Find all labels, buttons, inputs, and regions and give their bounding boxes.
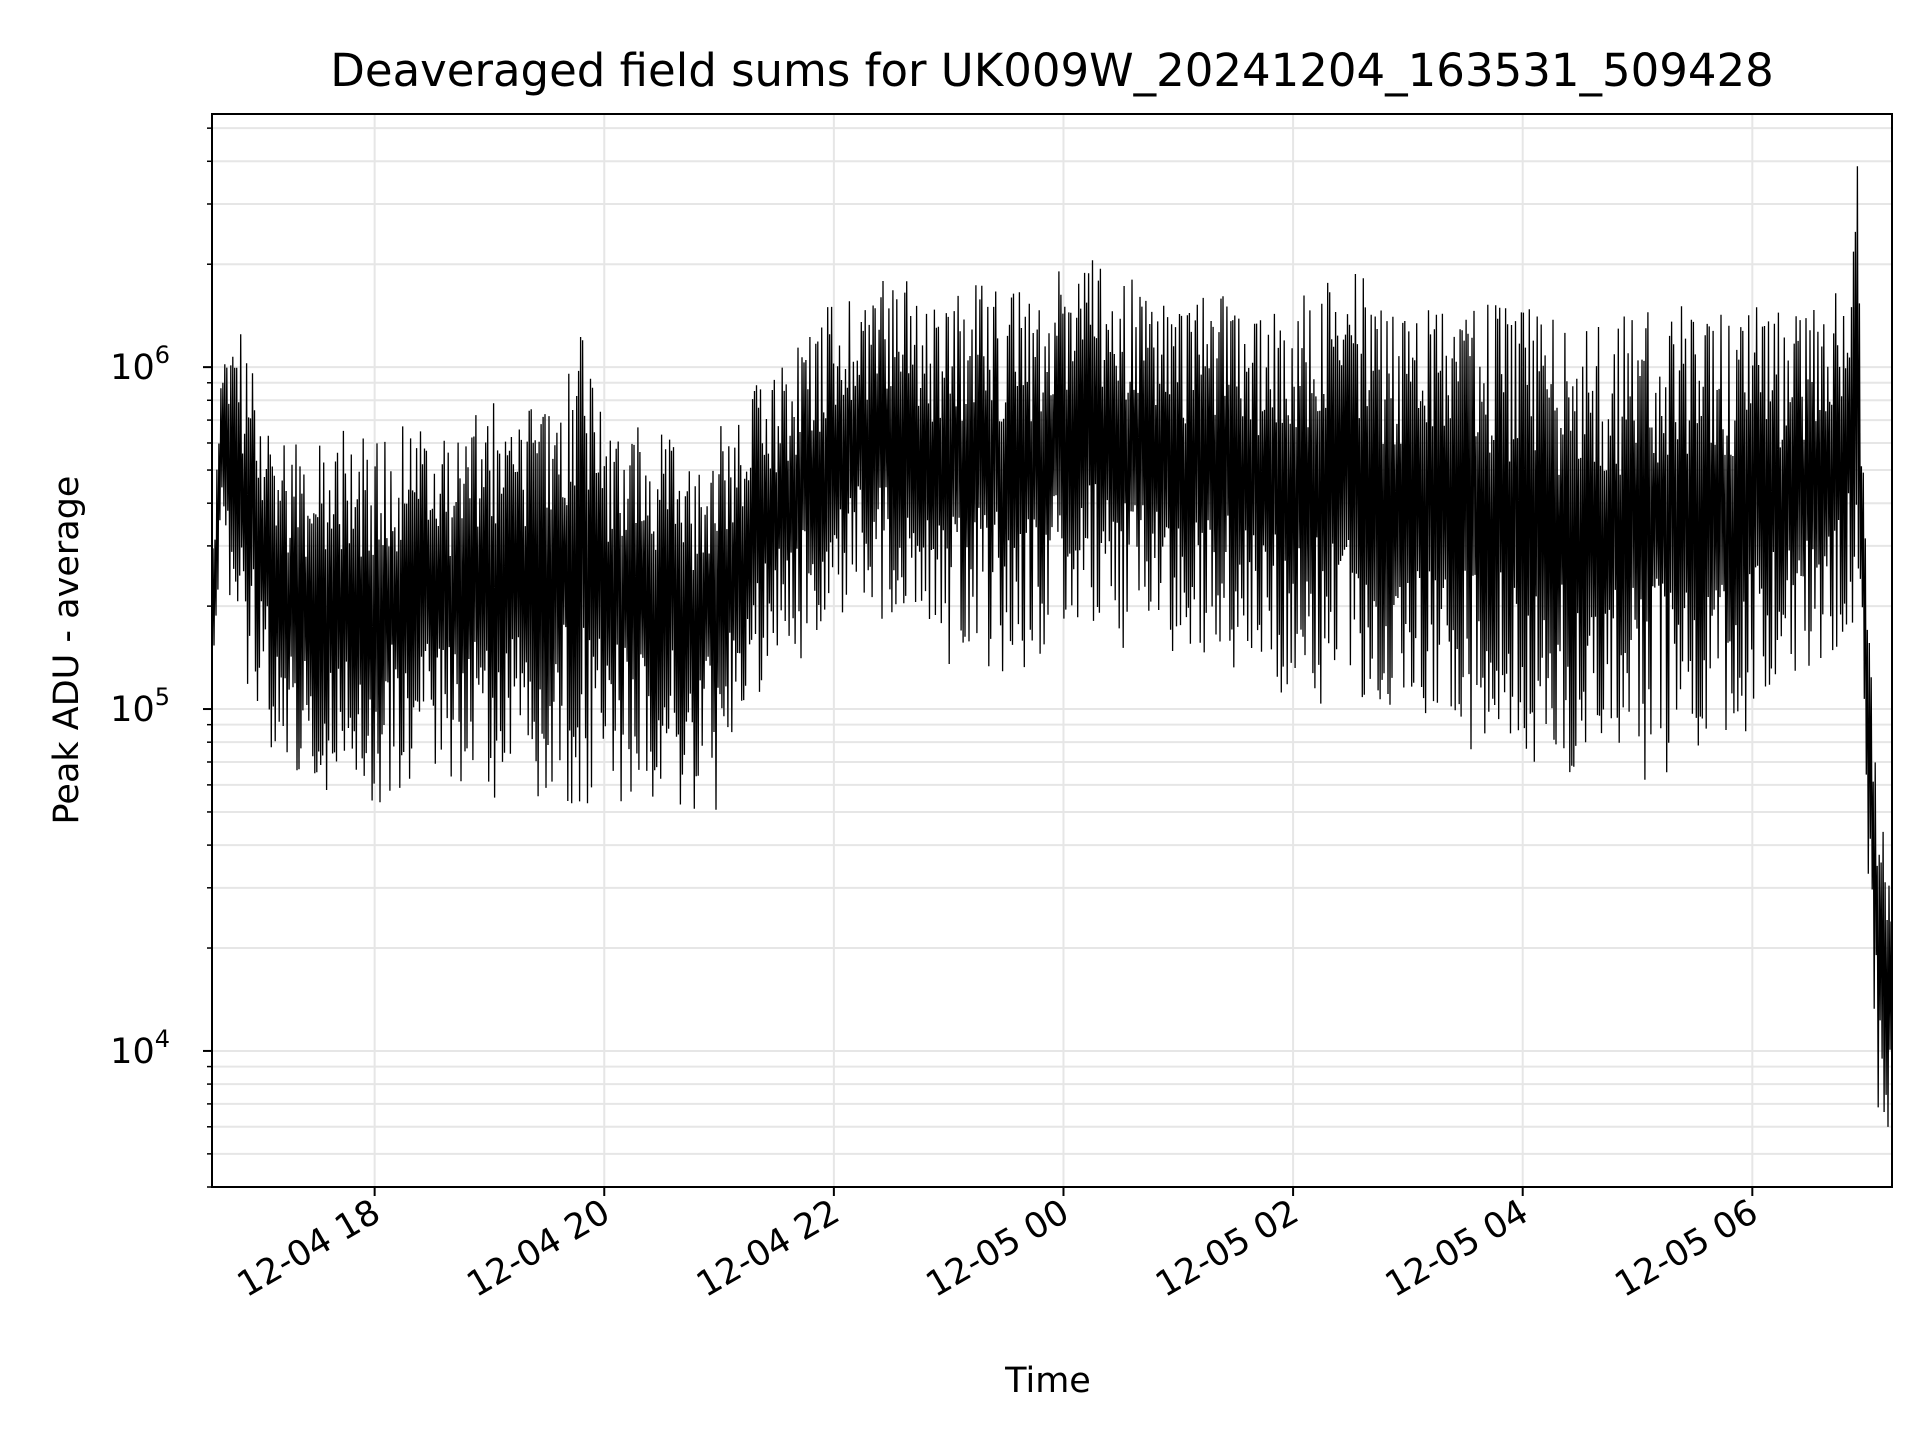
series-line xyxy=(211,166,1893,1127)
y-tick-exponent: 5 xyxy=(155,683,170,711)
x-axis-label: Time xyxy=(1004,1361,1091,1401)
y-axis-label: Peak ADU - average xyxy=(47,476,87,825)
y-tick-exponent: 6 xyxy=(155,341,170,369)
chart-title: Deaveraged field sums for UK009W_2024120… xyxy=(330,44,1774,97)
data-series xyxy=(211,166,1893,1127)
plot-frame xyxy=(211,113,1893,1188)
y-tick-exponent: 4 xyxy=(155,1025,170,1053)
